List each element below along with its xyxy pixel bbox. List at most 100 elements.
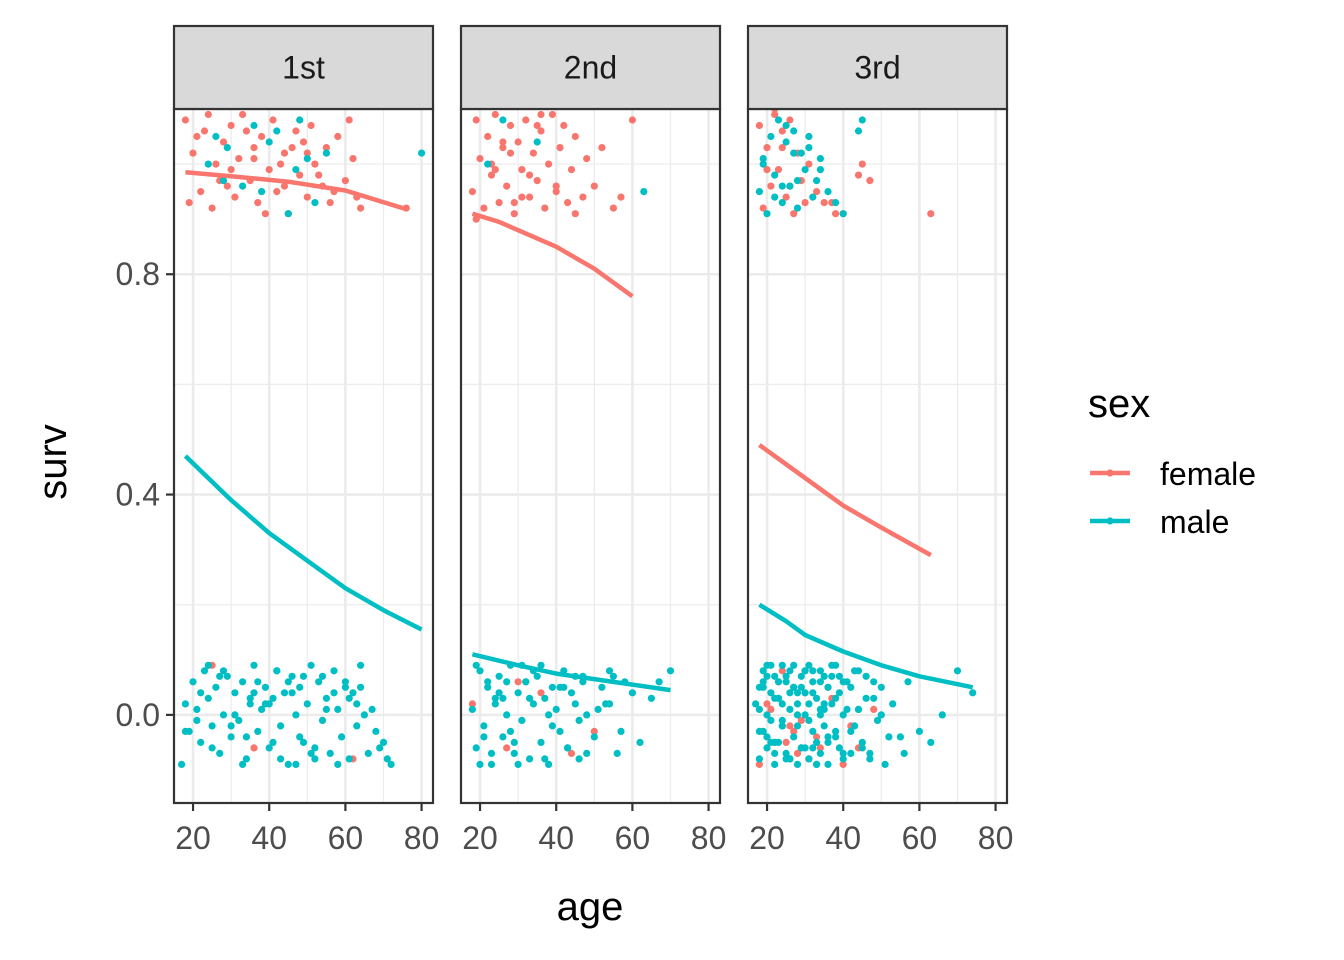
- data-point-male: [759, 160, 767, 168]
- data-point-male: [809, 667, 817, 675]
- data-point-female: [189, 149, 197, 157]
- data-point-male: [904, 678, 912, 686]
- data-point-female: [854, 171, 863, 179]
- data-point-male: [816, 667, 825, 675]
- data-point-female: [357, 204, 365, 212]
- data-point-male: [357, 683, 365, 691]
- data-point-male: [338, 733, 346, 741]
- data-point-male: [480, 722, 488, 730]
- data-point-male: [801, 711, 809, 719]
- data-point-male: [235, 716, 243, 725]
- data-point-male: [273, 127, 281, 135]
- data-point-male: [858, 744, 866, 752]
- data-point-female: [567, 166, 576, 174]
- data-point-female: [487, 171, 496, 179]
- y-tick-label: 0.4: [116, 477, 160, 513]
- facet-strip-label: 3rd: [854, 50, 900, 86]
- data-point-female: [590, 182, 598, 190]
- data-point-male: [832, 733, 840, 741]
- data-point-male: [491, 694, 499, 702]
- data-point-male: [345, 755, 353, 763]
- data-point-male: [322, 705, 330, 714]
- data-point-male: [526, 755, 534, 763]
- data-point-male: [193, 716, 201, 725]
- data-point-male: [181, 700, 189, 708]
- data-point-male: [782, 672, 790, 680]
- data-point-male: [353, 722, 361, 730]
- data-point-male: [292, 166, 300, 174]
- data-point-male: [277, 755, 285, 763]
- data-point-male: [797, 672, 805, 680]
- data-point-male: [239, 182, 247, 190]
- data-point-male: [839, 678, 847, 686]
- data-point-male: [771, 749, 779, 758]
- data-point-male: [801, 667, 809, 675]
- data-point-male: [261, 700, 269, 708]
- data-point-male: [813, 177, 821, 185]
- data-point-male: [318, 716, 327, 725]
- data-point-female: [552, 188, 560, 196]
- data-point-male: [617, 727, 625, 736]
- data-point-female: [472, 116, 480, 124]
- data-point-female: [491, 166, 499, 174]
- legend-key-point: [1106, 517, 1114, 525]
- fit-line-male: [471, 652, 671, 693]
- data-point-female: [774, 166, 783, 174]
- data-point-female: [786, 722, 794, 730]
- y-tick-label: 0.0: [116, 697, 160, 733]
- data-point-male: [771, 672, 779, 680]
- data-point-male: [487, 760, 496, 769]
- data-point-female: [813, 733, 821, 741]
- data-point-male: [307, 749, 315, 758]
- data-point-male: [847, 727, 855, 736]
- data-point-male: [816, 678, 825, 686]
- x-tick-label: 60: [328, 820, 364, 856]
- data-point-male: [583, 711, 591, 719]
- data-point-male: [828, 672, 836, 680]
- data-point-male: [200, 667, 209, 675]
- data-point-male: [778, 661, 786, 669]
- data-point-male: [246, 700, 254, 708]
- data-point-male: [767, 716, 775, 725]
- data-point-male: [858, 116, 866, 124]
- panels-layer: 1st 20 40 60 80 0.0 0.4 0.8 2nd 20 40 60 80 3rd 20 40 60…: [116, 24, 1013, 856]
- data-point-female: [341, 177, 349, 185]
- data-point-male: [548, 722, 557, 730]
- data-point-male: [839, 711, 847, 719]
- fit-line-female: [758, 443, 932, 558]
- data-point-male: [870, 678, 878, 686]
- data-point-male: [805, 755, 813, 763]
- data-point-male: [387, 760, 395, 769]
- data-point-male: [790, 661, 798, 669]
- legend-entries: female male: [1090, 456, 1256, 540]
- data-point-male: [805, 132, 813, 141]
- data-point-female: [839, 760, 847, 769]
- data-point-male: [605, 667, 614, 675]
- data-point-female: [609, 204, 618, 212]
- data-point-male: [265, 744, 273, 752]
- data-point-male: [357, 661, 365, 669]
- data-point-male: [189, 678, 197, 686]
- data-point-male: [793, 722, 802, 730]
- data-point-male: [797, 149, 805, 157]
- data-point-male: [514, 760, 522, 769]
- data-point-female: [533, 177, 541, 185]
- x-tick-label: 40: [538, 820, 574, 856]
- fit-line-male: [183, 454, 423, 632]
- data-point-female: [598, 144, 606, 152]
- data-point-male: [782, 138, 790, 146]
- data-point-male: [197, 689, 205, 697]
- data-point-female: [510, 210, 518, 218]
- data-point-female: [506, 121, 515, 130]
- data-point-male: [877, 711, 885, 719]
- data-point-male: [307, 661, 315, 669]
- data-point-male: [927, 738, 935, 747]
- data-point-female: [227, 166, 235, 174]
- data-point-male: [292, 760, 300, 769]
- data-point-male: [816, 166, 825, 174]
- data-point-male: [383, 755, 391, 763]
- data-point-female: [239, 110, 247, 119]
- facet-strip: [459, 24, 722, 111]
- data-point-female: [866, 177, 874, 185]
